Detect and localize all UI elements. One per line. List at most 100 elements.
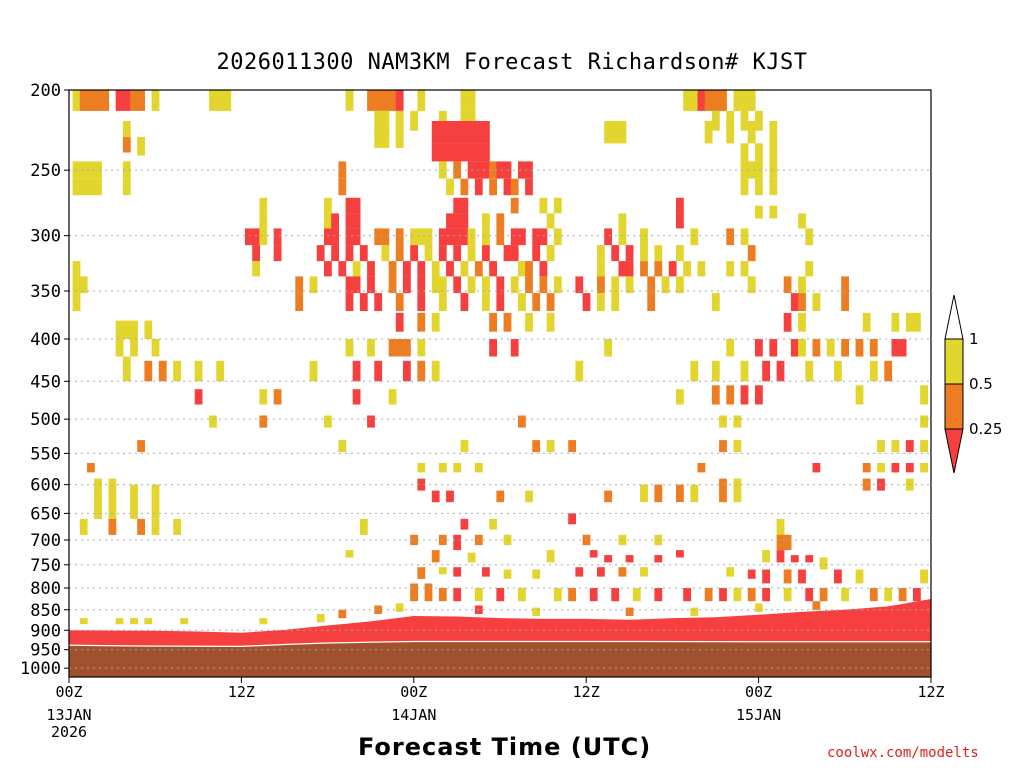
heat-cell <box>769 121 778 144</box>
heat-cell <box>762 588 770 602</box>
heat-cell <box>489 178 497 196</box>
heat-cell <box>783 569 792 584</box>
heat-cell <box>740 261 749 277</box>
heat-cell <box>719 90 727 111</box>
heat-cell <box>726 261 735 277</box>
heat-cell <box>532 228 541 246</box>
heat-cell <box>403 339 411 357</box>
heat-cell <box>518 161 526 179</box>
y-tick-label: 600 <box>30 476 61 496</box>
terrain <box>69 642 931 677</box>
heat-cell <box>345 228 354 246</box>
heat-cell <box>618 261 627 277</box>
heat-cell <box>568 440 576 453</box>
heat-cell <box>503 245 512 262</box>
heat-cell <box>640 245 648 262</box>
heat-cell <box>755 339 763 357</box>
heat-cell <box>525 490 533 503</box>
heat-cell <box>769 205 778 219</box>
heat-cell <box>438 121 447 144</box>
heat-cell <box>144 320 153 339</box>
heat-cell <box>489 261 497 277</box>
heat-cell <box>482 213 490 229</box>
heat-cell <box>352 261 361 277</box>
heat-cell <box>604 228 612 246</box>
x-tick-label: 12Z <box>228 683 255 701</box>
heat-cell <box>755 385 763 405</box>
heat-cell <box>417 276 426 294</box>
heat-cell <box>352 360 361 382</box>
heat-cell <box>640 484 648 503</box>
heat-cell <box>381 245 390 262</box>
heat-cell <box>338 440 347 453</box>
heat-cell <box>438 110 447 131</box>
heat-cell <box>733 588 742 602</box>
heat-cell <box>776 518 785 535</box>
heat-cell <box>130 90 138 111</box>
heat-cell <box>453 588 462 602</box>
heat-cell <box>151 484 160 519</box>
heat-cell <box>453 143 462 162</box>
heat-cell <box>453 534 462 551</box>
colorbar-label: 0.5 <box>969 375 993 393</box>
heat-cell <box>740 385 749 405</box>
x-tick-year: 2026 <box>51 723 87 741</box>
heat-cell <box>711 360 720 382</box>
heat-cell <box>690 360 699 382</box>
heat-cell <box>776 360 785 382</box>
heat-cell <box>223 90 232 111</box>
heat-cell <box>611 121 620 144</box>
heat-cell <box>589 588 598 602</box>
heat-cell <box>568 513 576 525</box>
heat-cell <box>654 588 663 602</box>
heat-cell <box>424 245 433 262</box>
colorbar: 1 0.5 0.25 <box>944 294 1002 474</box>
heat-cell <box>762 569 770 584</box>
credit-text: coolwx.com/modelts <box>827 745 979 761</box>
heat-cell <box>553 276 562 294</box>
heat-cell <box>726 110 735 131</box>
heat-cell <box>632 588 641 602</box>
colorbar-yellow <box>944 338 964 385</box>
heat-cell <box>489 312 497 332</box>
heat-cell <box>295 293 304 311</box>
heat-cell <box>553 588 562 602</box>
heat-cell <box>438 245 447 262</box>
heat-cell <box>87 178 95 196</box>
heat-cell <box>331 213 339 229</box>
y-tick-label: 200 <box>30 81 61 101</box>
heat-cell <box>259 389 268 405</box>
heat-cell <box>474 588 483 602</box>
heat-cell <box>359 518 368 535</box>
heat-cell <box>101 90 110 111</box>
heat-cell <box>884 360 893 382</box>
heat-cell <box>510 245 519 262</box>
heat-cell <box>460 143 469 162</box>
heat-cell <box>482 228 490 246</box>
heat-cell <box>898 588 907 602</box>
heat-cell <box>79 276 88 294</box>
heat-cell <box>87 161 95 179</box>
heat-cell <box>453 276 462 294</box>
heat-cell <box>683 588 691 602</box>
colorbar-red-arrow <box>944 428 964 474</box>
heat-cell <box>790 339 799 357</box>
heat-cell <box>345 213 354 229</box>
heat-cell <box>482 245 490 262</box>
heat-cell <box>733 415 742 428</box>
heat-cell <box>417 228 426 246</box>
heat-cell <box>324 228 332 246</box>
heat-cell <box>431 312 440 332</box>
heat-cell <box>711 385 720 405</box>
y-tick-label: 1000 <box>20 659 61 679</box>
heat-cell <box>482 567 490 577</box>
heat-cell <box>438 143 447 162</box>
heat-cell <box>747 569 756 579</box>
heat-cell <box>920 385 928 405</box>
colorbar-top-arrow <box>944 294 964 340</box>
heat-cell <box>72 261 81 277</box>
heat-cell <box>410 110 418 131</box>
heat-cell <box>618 213 627 229</box>
heat-cell <box>410 245 418 262</box>
heat-cell <box>740 90 749 111</box>
